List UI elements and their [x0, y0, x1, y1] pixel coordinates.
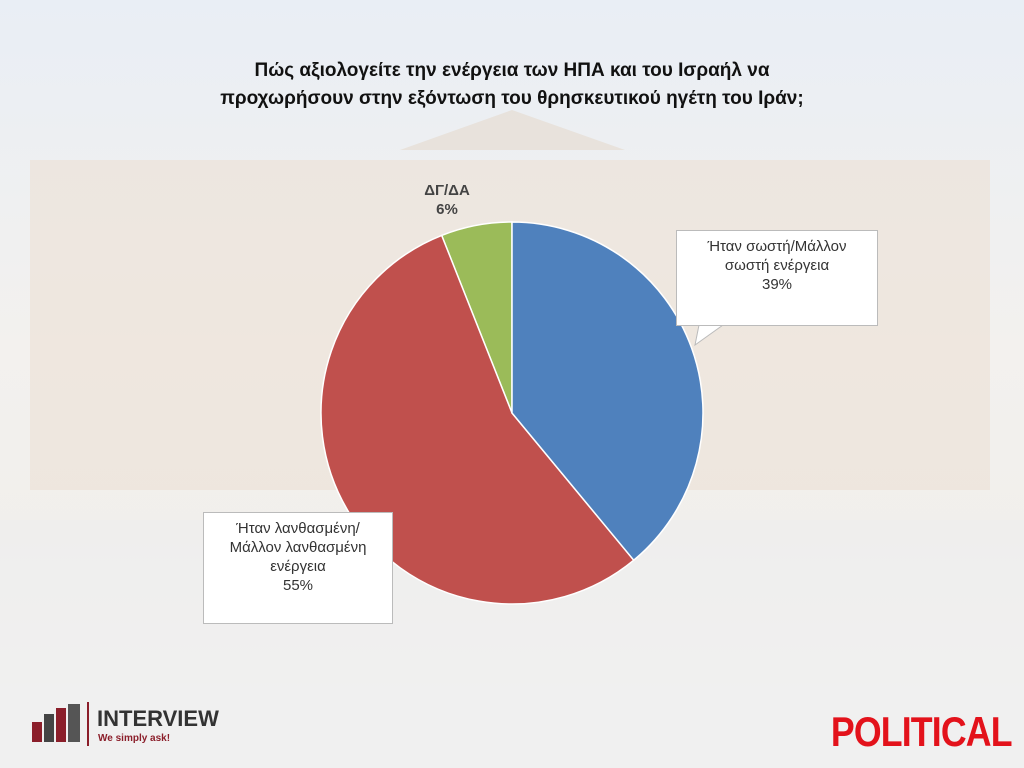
label-category: Ήταν σωστή/Μάλλον σωστή ενέργεια	[707, 238, 847, 274]
label-category: ΔΓ/ΔΑ	[424, 182, 470, 199]
data-label: ΔΓ/ΔΑ 6%	[410, 181, 484, 219]
data-label: Ήταν λανθασμένη/Μάλλον λανθασμένη ενέργε…	[203, 512, 393, 624]
label-value: 39%	[761, 276, 793, 293]
data-label: Ήταν σωστή/Μάλλον σωστή ενέργεια 39%	[676, 230, 878, 326]
chart-title: προχωρήσουν στην εξόντωση του θρησκευτικ…	[220, 88, 804, 109]
label-category: Ήταν λανθασμένη/Μάλλον λανθασμένη ενέργε…	[229, 520, 367, 575]
pie-slice	[511, 221, 704, 562]
chart-title: Πώς αξιολογείτε την ενέργεια των ΗΠΑ και…	[254, 60, 770, 81]
political-logo: POLITICAL	[831, 708, 1013, 755]
interview-logo-icon	[32, 702, 89, 746]
pie-slice	[320, 234, 635, 605]
label-value: 6%	[436, 201, 458, 218]
building-pediment	[400, 110, 625, 150]
interview-tagline: We simply ask!	[98, 733, 171, 744]
label-value: 55%	[282, 577, 314, 594]
interview-logo: INTERVIEW	[97, 706, 219, 731]
